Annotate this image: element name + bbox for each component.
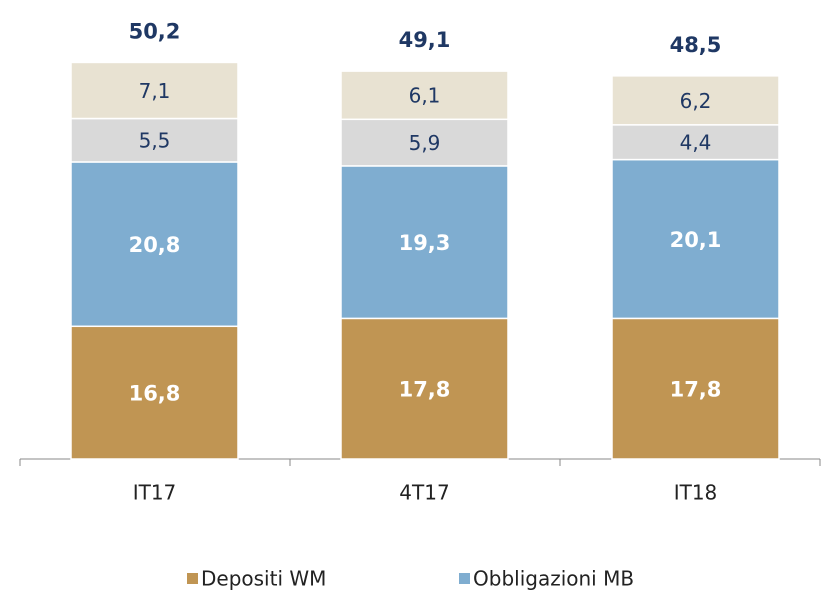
total-label: 48,5	[670, 33, 722, 57]
bar-segment	[611, 158, 780, 320]
x-tick-label: 4T17	[399, 481, 449, 505]
value-label: 17,8	[399, 378, 451, 402]
legend-label: Obbligazioni MB	[473, 567, 634, 591]
bar-segment	[70, 325, 239, 460]
value-label: 5,9	[409, 131, 441, 155]
bar-segment	[340, 118, 509, 167]
value-label: 20,8	[129, 233, 181, 257]
value-label: 20,1	[670, 228, 722, 252]
value-label: 4,4	[680, 131, 712, 155]
bar-segment	[611, 317, 780, 460]
total-label: 50,2	[129, 19, 181, 43]
value-label: 19,3	[399, 231, 451, 255]
bar-segment	[70, 61, 239, 120]
bar-segment	[611, 75, 780, 126]
value-label: 17,8	[670, 378, 722, 402]
bar-segment	[340, 70, 509, 121]
value-label: 5,5	[139, 129, 171, 153]
bar-segment	[70, 161, 239, 328]
legend-label: Depositi WM	[201, 567, 326, 591]
x-tick-label: IT18	[674, 481, 718, 505]
value-label: 6,1	[409, 84, 441, 108]
value-label: 7,1	[139, 79, 171, 103]
value-label: 6,2	[680, 89, 712, 113]
legend-swatch	[187, 573, 198, 584]
value-label: 16,8	[129, 382, 181, 406]
legend-swatch	[459, 573, 470, 584]
total-label: 49,1	[399, 28, 451, 52]
x-tick-label: IT17	[133, 481, 177, 505]
